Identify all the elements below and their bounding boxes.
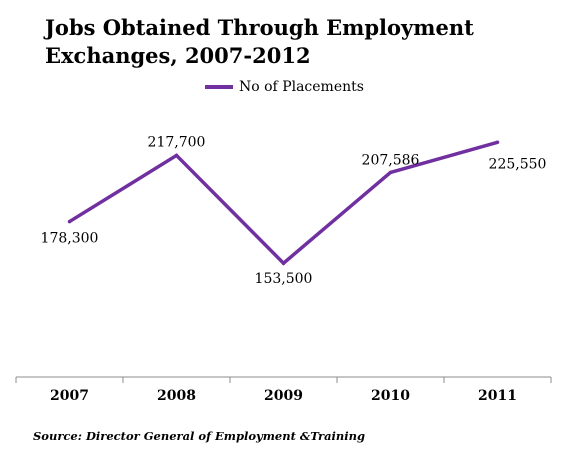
data-label-2009: 153,500 [255, 271, 313, 287]
data-labels: 178,300 217,700 153,500 207,586 225,550 [41, 134, 547, 287]
data-point-2007 [67, 219, 72, 224]
x-tick-labels: 2007 2008 2009 2010 2011 [50, 388, 517, 404]
data-point-2009 [281, 261, 286, 265]
source-note: Source: Director General of Employment &… [33, 429, 366, 443]
legend-label: No of Placements [239, 79, 364, 95]
chart-title: Jobs Obtained Through Employment Exchang… [45, 15, 474, 68]
data-label-2010: 207,586 [362, 152, 420, 168]
data-point-2011 [495, 140, 500, 145]
data-label-2007: 178,300 [41, 231, 99, 247]
x-axis [15, 376, 552, 383]
x-tick-label-2009: 2009 [264, 388, 303, 404]
series-no-of-placements [67, 140, 500, 266]
x-tick-label-2007: 2007 [50, 388, 89, 404]
data-label-2008: 217,700 [148, 134, 206, 150]
x-tick-label-2008: 2008 [157, 388, 196, 404]
x-tick-label-2010: 2010 [371, 388, 410, 404]
legend: No of Placements [205, 79, 364, 95]
x-tick-label-2011: 2011 [478, 388, 517, 404]
series-line [68, 140, 498, 266]
data-point-2008 [174, 153, 179, 158]
legend-swatch [205, 85, 233, 89]
data-point-2010 [388, 170, 393, 175]
data-label-2011: 225,550 [489, 156, 547, 172]
